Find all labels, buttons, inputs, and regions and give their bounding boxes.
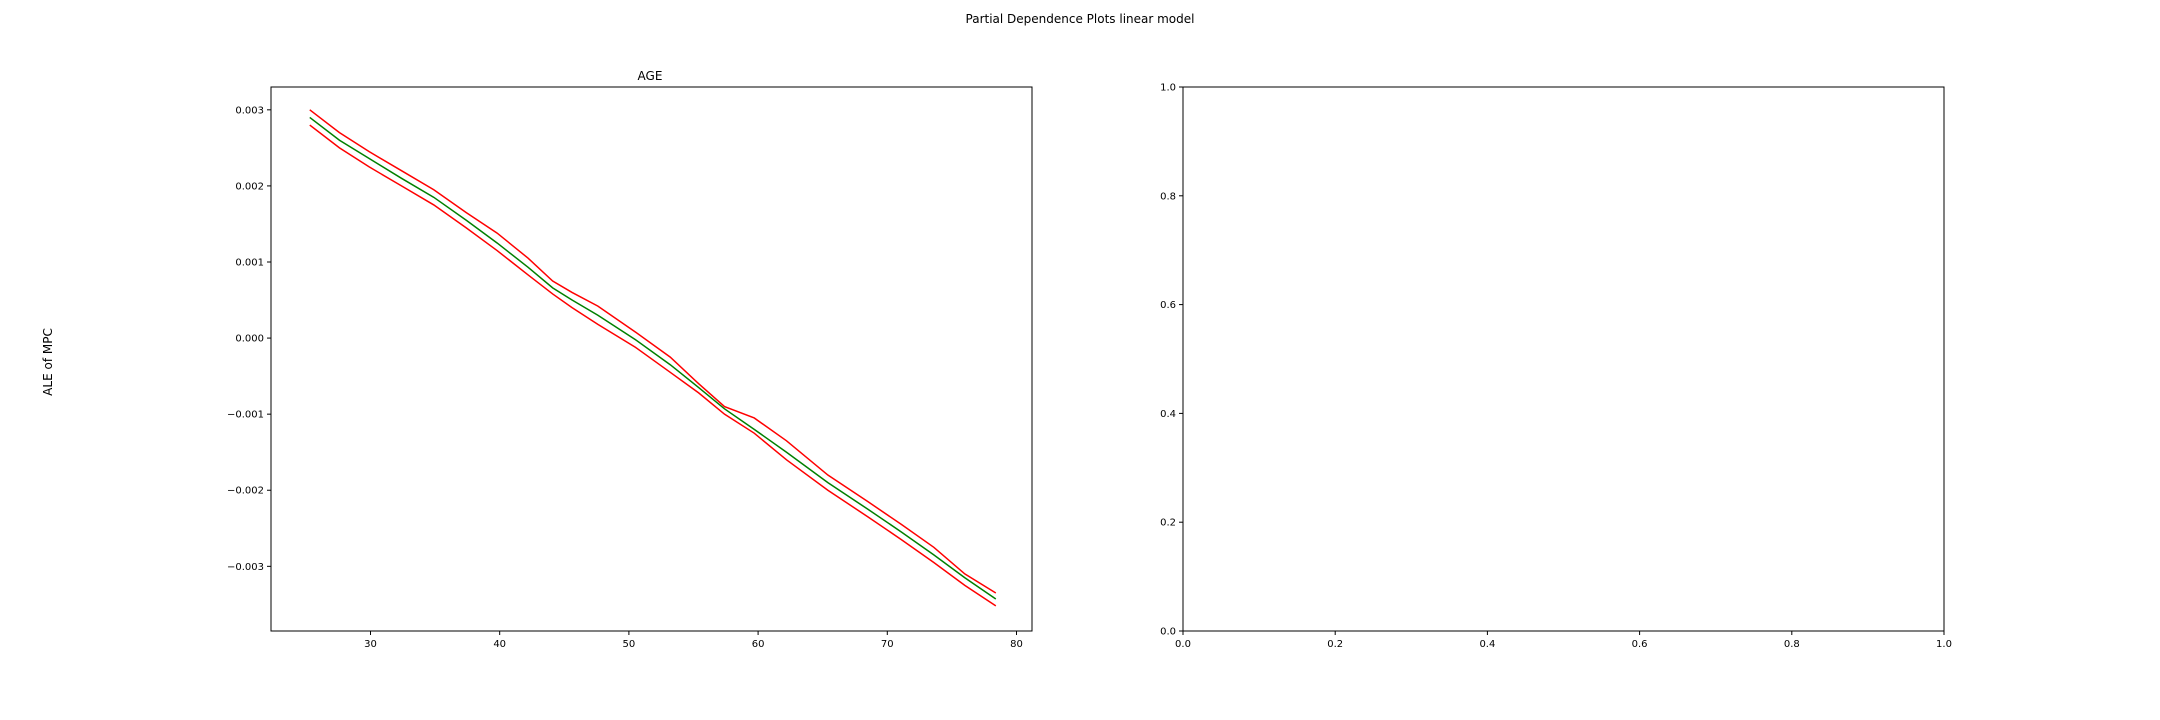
age-plot-x-axis: 30 40 50 60 70 80 <box>364 631 1023 650</box>
age-plot-lines <box>309 109 997 607</box>
empty-plot-y-tick-label: 0.6 <box>1160 300 1176 311</box>
empty-plot-y-tick-label: 0.2 <box>1160 518 1176 529</box>
empty-plot-frame <box>1182 86 1945 632</box>
empty-plot-y-tick-label: 1.0 <box>1160 83 1176 94</box>
empty-plot-x-axis: 0.0 0.2 0.4 0.6 0.8 1.0 <box>1175 631 1952 650</box>
empty-plot-x-tick-label: 1.0 <box>1936 639 1952 650</box>
age-plot-y-tick-label: −0.003 <box>227 562 264 573</box>
age-plot-y-tick-label: 0.003 <box>235 105 264 116</box>
age-plot-y-tick-label: −0.002 <box>227 486 264 497</box>
age-plot-x-tick-label: 40 <box>493 639 506 650</box>
figure-suptitle: Partial Dependence Plots linear model <box>966 12 1195 26</box>
age-plot-x-tick-label: 70 <box>881 639 894 650</box>
age-plot-x-tick-label: 60 <box>752 639 765 650</box>
age-plot-y-tick-label: 0.000 <box>235 334 264 345</box>
empty-plot-x-tick-label: 0.0 <box>1175 639 1191 650</box>
empty-plot-x-tick-label: 0.2 <box>1327 639 1343 650</box>
empty-plot-x-tick-label: 0.4 <box>1479 639 1495 650</box>
age-plot-y-tick-label: 0.002 <box>235 181 264 192</box>
age-plot-y-axis: −0.003 −0.002 −0.001 0.000 0.001 0.002 0.003 <box>227 105 271 573</box>
empty-plot-y-axis: 0.0 0.2 0.4 0.6 0.8 1.0 <box>1160 83 1183 638</box>
age-plot-x-tick-label: 50 <box>623 639 636 650</box>
age-plot-x-tick-label: 80 <box>1010 639 1023 650</box>
age-plot-x-tick-label: 30 <box>364 639 377 650</box>
age-plot-title: AGE <box>638 69 663 83</box>
empty-plot: 0.0 0.2 0.4 0.6 0.8 1.0 0.0 0.2 0.4 0.6 0.8 1.0 <box>1160 83 1952 651</box>
age-plot-y-tick-label: 0.001 <box>235 257 264 268</box>
empty-plot-x-tick-label: 0.8 <box>1784 639 1800 650</box>
empty-plot-x-tick-label: 0.6 <box>1632 639 1648 650</box>
empty-plot-y-tick-label: 0.4 <box>1160 409 1176 420</box>
age-plot-frame <box>270 86 1033 632</box>
age-plot-line-upper <box>309 109 997 594</box>
empty-plot-y-tick-label: 0.0 <box>1160 627 1176 638</box>
age-plot-line-center <box>309 116 997 600</box>
age-ale-plot: AGE 30 40 50 60 70 80 −0.003 −0.002 −0.001 0.000… <box>227 69 1033 650</box>
empty-plot-y-tick-label: 0.8 <box>1160 191 1176 202</box>
age-plot-line-lower <box>309 124 997 607</box>
age-plot-y-tick-label: −0.001 <box>227 410 264 421</box>
figure-ylabel: ALE of MPC <box>41 328 55 396</box>
